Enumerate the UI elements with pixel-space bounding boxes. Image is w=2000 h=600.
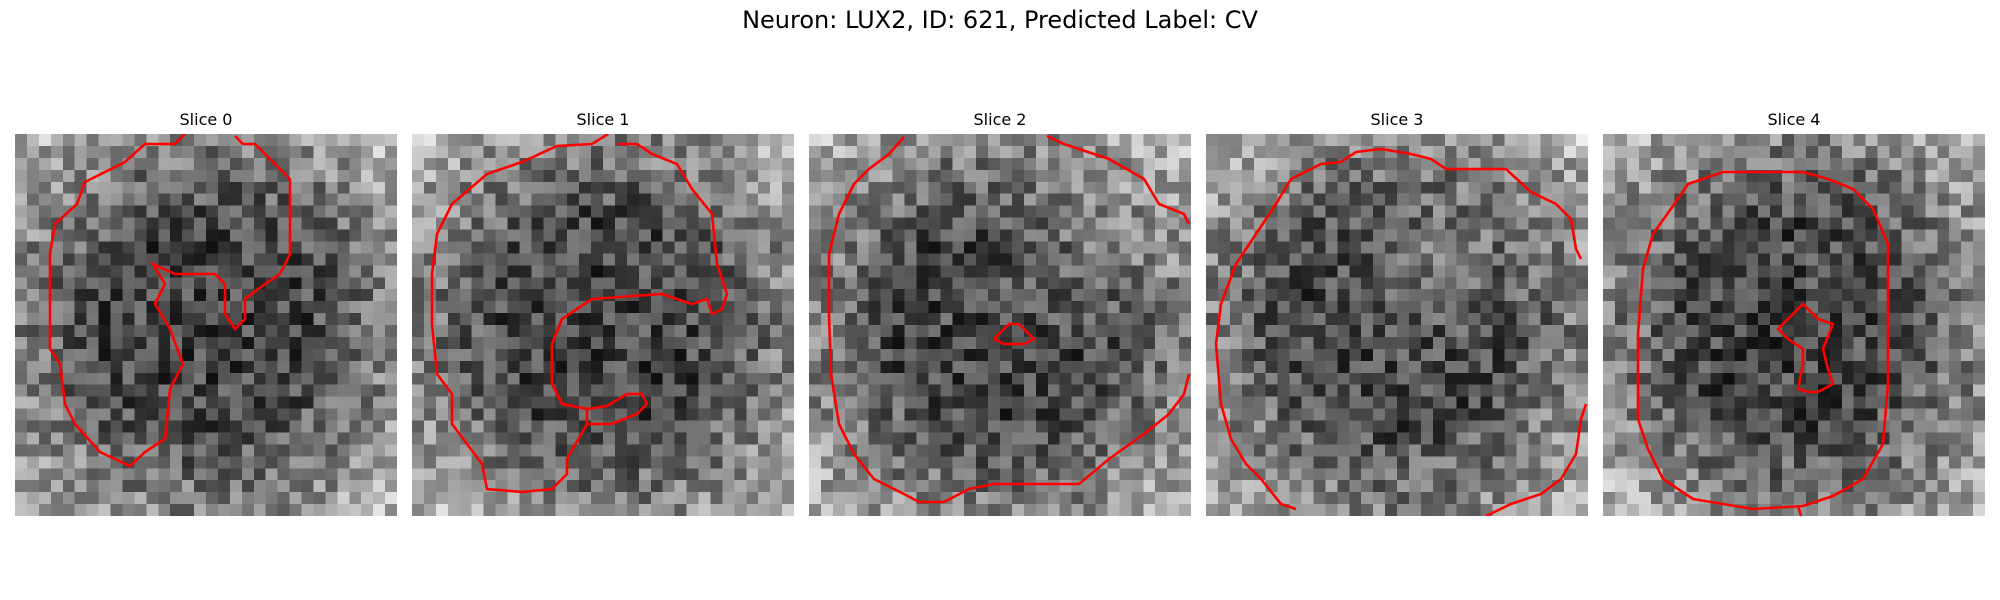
contour-outer-2 [1485,403,1588,516]
contour-tail [1796,505,1803,516]
slice-panel-2: Slice 2 [809,108,1191,516]
slice-heatmap [412,134,794,516]
contour-outer [430,134,729,494]
contour-outer [1636,170,1890,511]
contour-outer [1046,134,1191,225]
slice-panel-3: Slice 3 [1206,108,1588,516]
contour-overlay [1636,170,1890,516]
contour-overlay [48,134,292,468]
contour-outer [48,134,292,468]
slice-title: Slice 3 [1370,110,1424,129]
slice-title: Slice 2 [973,110,1027,129]
slice-panel-4: Slice 4 [1603,108,1985,516]
slice-panel-0: Slice 0 [15,108,397,516]
figure-title: Neuron: LUX2, ID: 621, Predicted Label: … [742,6,1258,34]
slice-image [15,134,397,516]
contour-inner [550,318,649,426]
slice-heatmap [809,134,1191,516]
slice-title: Slice 1 [576,110,630,129]
slice-panel-1: Slice 1 [412,108,794,516]
contour-outer-2 [827,136,1191,504]
contour-overlay [827,134,1191,504]
contour-spot [993,322,1037,346]
contour-inner [1776,302,1835,394]
contour-outer [1214,147,1583,511]
slice-heatmap [1206,134,1588,516]
slice-image [809,134,1191,516]
slice-heatmap [1603,134,1985,516]
contour-overlay [430,134,729,494]
slice-title: Slice 4 [1767,110,1821,129]
slice-title: Slice 0 [179,110,233,129]
slice-image [1206,134,1588,516]
contour-overlay [1214,147,1588,516]
slice-image [412,134,794,516]
slice-image [1603,134,1985,516]
